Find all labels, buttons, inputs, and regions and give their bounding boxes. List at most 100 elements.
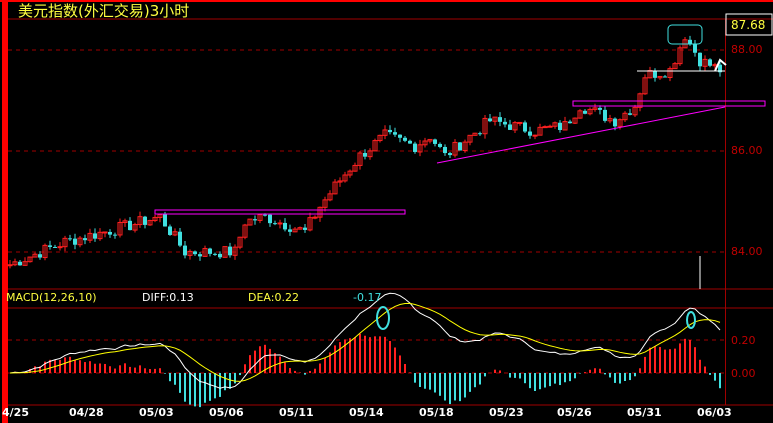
candle <box>147 220 153 226</box>
price-tick: 86.00 <box>731 144 763 157</box>
candle <box>388 129 392 133</box>
candle <box>187 250 193 256</box>
candle <box>718 64 722 73</box>
candle <box>443 146 447 154</box>
candle <box>367 150 373 158</box>
candle <box>607 118 613 122</box>
candle <box>253 219 257 221</box>
highlight-box <box>667 24 703 45</box>
date-tick: 05/14 <box>349 406 384 419</box>
candle <box>132 224 138 231</box>
candle <box>503 121 507 125</box>
candle <box>218 253 222 258</box>
date-tick: 05/23 <box>489 406 524 419</box>
candle <box>628 113 632 115</box>
candle <box>168 226 172 235</box>
candle <box>492 116 498 122</box>
candle <box>592 107 598 110</box>
candle <box>137 216 143 226</box>
candle <box>632 106 638 116</box>
candle <box>663 76 667 78</box>
candle <box>438 143 442 147</box>
candle <box>38 254 42 258</box>
candle <box>382 129 388 136</box>
date-tick: 05/03 <box>139 406 174 419</box>
macd-label: MACD(12,26,10) <box>6 291 97 304</box>
candle <box>413 143 417 152</box>
candle <box>462 141 468 151</box>
candle <box>237 236 243 248</box>
macd-value: -0.17 <box>353 291 382 304</box>
candle <box>357 152 363 166</box>
candle <box>152 216 158 222</box>
candle <box>552 122 558 127</box>
candle <box>472 132 478 136</box>
arrow-mark <box>714 58 727 72</box>
candle <box>547 125 553 128</box>
candle <box>12 261 18 266</box>
candle <box>478 133 482 135</box>
candle <box>172 231 178 236</box>
candle <box>342 174 348 182</box>
candle <box>297 227 303 230</box>
candle <box>178 231 182 246</box>
candle <box>448 153 452 156</box>
diff-value: DIFF:0.13 <box>142 291 194 304</box>
candle <box>307 217 313 231</box>
left-border <box>2 0 8 423</box>
candle <box>273 223 277 225</box>
candle <box>372 140 378 152</box>
candle <box>22 261 28 266</box>
date-tick: 05/18 <box>419 406 454 419</box>
candle <box>27 256 33 263</box>
current-price: 87.68 <box>731 18 766 32</box>
candle <box>458 142 462 151</box>
highlight-ellipse <box>376 306 390 330</box>
date-tick: 05/26 <box>557 406 592 419</box>
candle <box>512 122 518 131</box>
candle <box>117 221 123 236</box>
date-tick: 05/31 <box>627 406 662 419</box>
candle <box>377 134 383 142</box>
candle <box>508 124 512 130</box>
candle <box>583 110 587 114</box>
date-tick: 4/25 <box>2 406 29 419</box>
candle <box>498 117 502 122</box>
highlight-ellipse <box>686 311 696 329</box>
chart-title: 美元指数(外汇交易)3小时 <box>18 2 190 20</box>
top-border <box>0 0 773 2</box>
candle <box>7 264 13 267</box>
candle <box>708 59 712 66</box>
candle <box>642 77 648 95</box>
resistance-box <box>572 100 766 107</box>
candle <box>288 229 292 232</box>
candle <box>102 231 108 234</box>
candle <box>183 245 187 256</box>
candle <box>517 121 523 124</box>
candle <box>568 121 572 124</box>
candle <box>398 134 402 138</box>
candle <box>562 121 568 131</box>
candle <box>232 246 238 256</box>
candle <box>128 220 132 231</box>
candle <box>198 254 202 257</box>
candle <box>317 206 323 218</box>
candle <box>208 248 212 254</box>
date-tick: 04/28 <box>69 406 104 419</box>
candle <box>598 107 602 110</box>
price-tick: 84.00 <box>731 245 763 258</box>
candle <box>122 220 128 223</box>
candle <box>108 231 112 235</box>
candle <box>87 232 93 241</box>
candle <box>672 63 678 70</box>
candle <box>657 75 663 79</box>
candle <box>303 227 307 230</box>
dea-line <box>9 302 721 382</box>
candle <box>537 126 543 136</box>
date-tick: 06/03 <box>697 406 732 419</box>
candle <box>528 131 532 136</box>
candle <box>393 132 397 135</box>
candle <box>242 224 248 238</box>
